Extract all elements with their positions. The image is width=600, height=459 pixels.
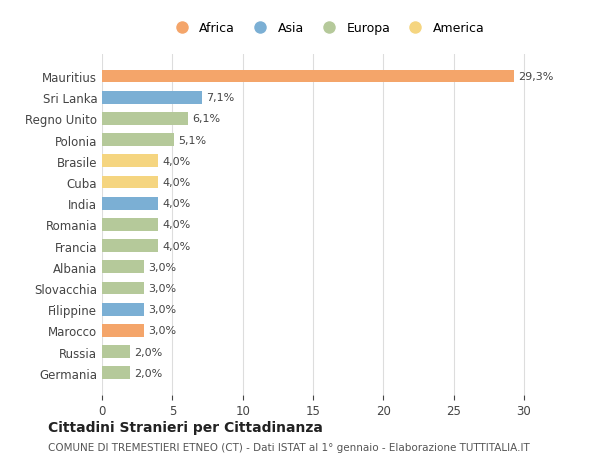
Text: 3,0%: 3,0% bbox=[148, 326, 176, 336]
Bar bbox=[102, 197, 158, 210]
Bar bbox=[102, 240, 158, 252]
Bar bbox=[102, 218, 158, 231]
Bar bbox=[102, 325, 144, 337]
Text: COMUNE DI TREMESTIERI ETNEO (CT) - Dati ISTAT al 1° gennaio - Elaborazione TUTTI: COMUNE DI TREMESTIERI ETNEO (CT) - Dati … bbox=[48, 442, 530, 452]
Bar bbox=[102, 367, 130, 379]
Text: 4,0%: 4,0% bbox=[163, 220, 191, 230]
Text: 4,0%: 4,0% bbox=[163, 199, 191, 209]
Text: 3,0%: 3,0% bbox=[148, 283, 176, 293]
Text: 2,0%: 2,0% bbox=[134, 347, 163, 357]
Text: 5,1%: 5,1% bbox=[178, 135, 206, 146]
Text: 7,1%: 7,1% bbox=[206, 93, 235, 103]
Bar bbox=[102, 303, 144, 316]
Text: 6,1%: 6,1% bbox=[192, 114, 220, 124]
Text: 2,0%: 2,0% bbox=[134, 368, 163, 378]
Text: 29,3%: 29,3% bbox=[518, 72, 554, 82]
Text: 3,0%: 3,0% bbox=[148, 304, 176, 314]
Text: 4,0%: 4,0% bbox=[163, 157, 191, 167]
Text: 4,0%: 4,0% bbox=[163, 241, 191, 251]
Text: 3,0%: 3,0% bbox=[148, 262, 176, 272]
Bar bbox=[102, 176, 158, 189]
Bar bbox=[102, 261, 144, 274]
Bar bbox=[102, 71, 514, 83]
Text: Cittadini Stranieri per Cittadinanza: Cittadini Stranieri per Cittadinanza bbox=[48, 420, 323, 435]
Bar bbox=[102, 346, 130, 358]
Bar bbox=[102, 155, 158, 168]
Bar bbox=[102, 134, 174, 147]
Legend: Africa, Asia, Europa, America: Africa, Asia, Europa, America bbox=[164, 17, 490, 40]
Text: 4,0%: 4,0% bbox=[163, 178, 191, 188]
Bar bbox=[102, 92, 202, 104]
Bar bbox=[102, 113, 188, 125]
Bar bbox=[102, 282, 144, 295]
